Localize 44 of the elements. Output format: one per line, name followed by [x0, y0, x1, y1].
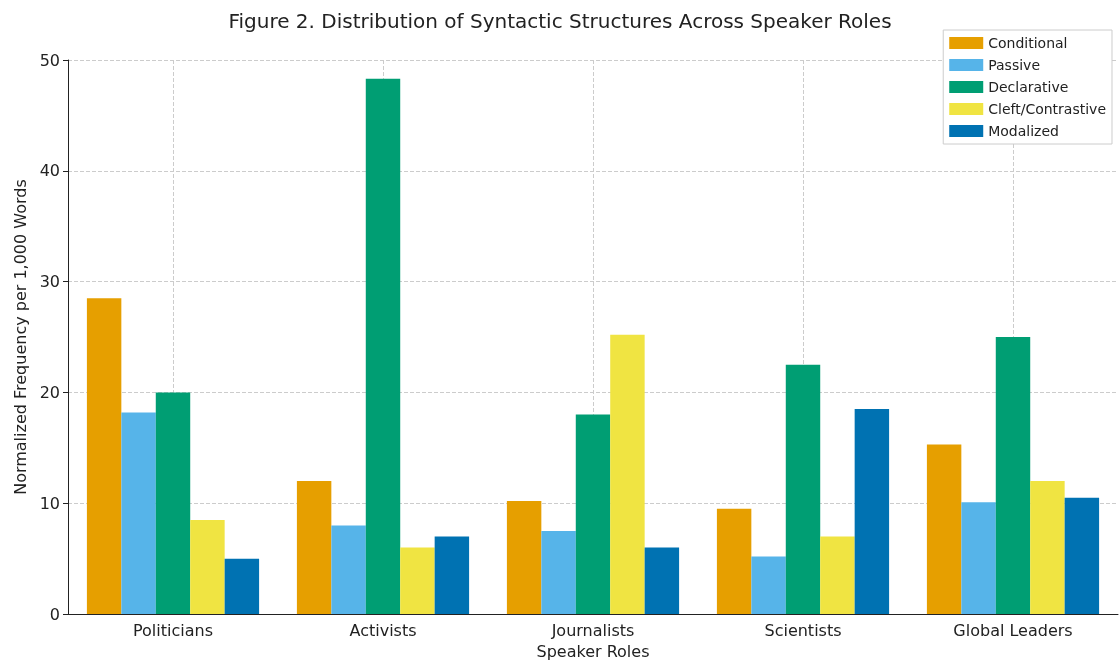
legend-label: Declarative: [988, 79, 1069, 95]
bar: [716, 508, 752, 615]
bar: [854, 409, 890, 615]
bar: [1030, 481, 1065, 615]
bar: [296, 481, 332, 615]
y-tick-label: 20: [39, 382, 60, 402]
bar: [610, 334, 645, 615]
bar: [820, 536, 855, 615]
x-tick-label: Journalists: [550, 620, 635, 640]
bar: [365, 78, 401, 615]
y-axis-title: Normalized Frequency per 1,000 Words: [10, 179, 30, 495]
bar: [961, 502, 996, 615]
bar: [575, 414, 611, 615]
bar: [785, 364, 821, 615]
y-tick-label: 10: [39, 493, 60, 513]
legend-label: Cleft/Contrastive: [988, 101, 1106, 117]
bar: [751, 556, 786, 615]
x-tick-label: Politicians: [133, 620, 213, 640]
bar: [644, 547, 680, 615]
legend-label: Conditional: [988, 35, 1068, 51]
x-tick-label: Activists: [349, 620, 417, 640]
chart-title: Figure 2. Distribution of Syntactic Structures Across Speaker Roles: [228, 9, 892, 33]
bar: [400, 547, 435, 615]
legend-label: Modalized: [988, 123, 1059, 139]
bar: [541, 530, 576, 615]
y-tick-label: 40: [39, 161, 60, 181]
x-tick-label: Global Leaders: [953, 620, 1073, 640]
y-tick-label: 50: [39, 50, 60, 70]
bar: [224, 558, 260, 615]
bar: [926, 444, 962, 615]
y-tick-label: 30: [39, 272, 60, 292]
bar: [995, 337, 1031, 615]
bar: [121, 412, 156, 615]
bar: [155, 392, 191, 615]
legend-label: Passive: [988, 57, 1040, 73]
x-axis-title: Speaker Roles: [536, 641, 650, 661]
bar: [506, 501, 542, 615]
bar: [1064, 497, 1100, 615]
bar: [86, 298, 122, 615]
x-tick-label: Scientists: [764, 620, 842, 640]
y-tick-label: 0: [49, 604, 60, 624]
bar: [331, 525, 366, 615]
bar: [190, 519, 225, 615]
bar: [434, 536, 470, 615]
